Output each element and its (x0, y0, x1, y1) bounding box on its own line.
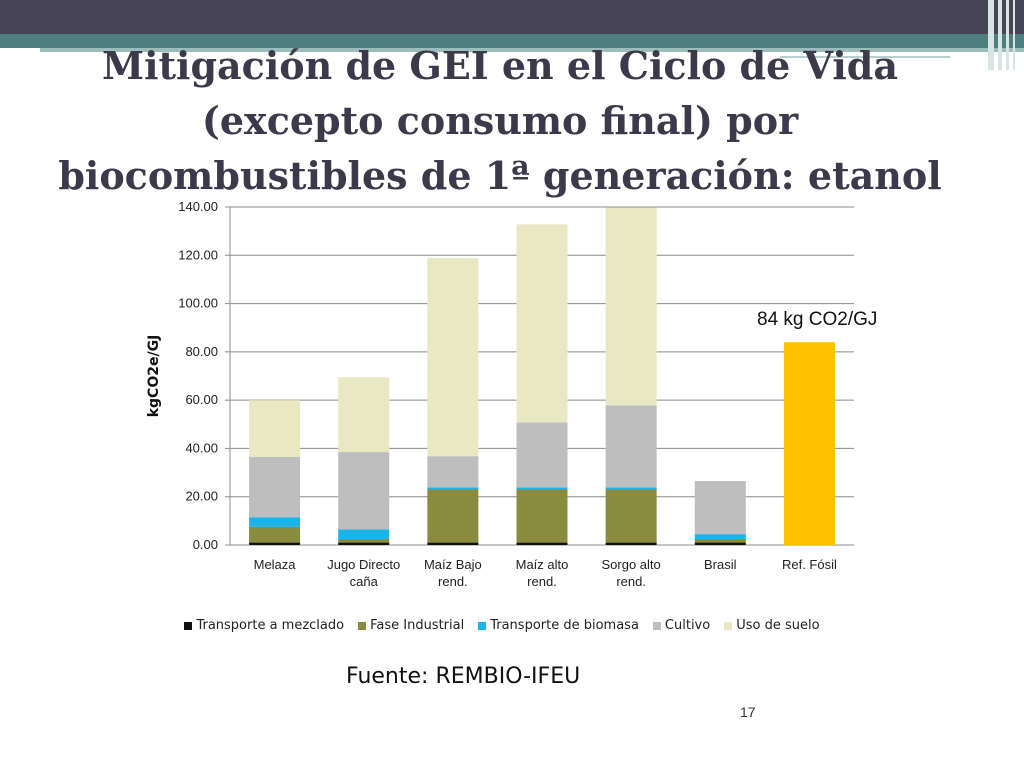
chart-legend: Transporte a mezclado Fase Industrial Tran… (150, 618, 854, 633)
y-axis-label: kgCO2e/GJ (146, 335, 162, 418)
legend-swatch (652, 621, 661, 630)
bar-segment-cultivo (249, 456, 301, 518)
bar-segment-fase-industrial (338, 538, 390, 543)
bar-segment-transporte-a-mezclado (249, 542, 301, 545)
bar-segment-transporte-a-mezclado (427, 542, 479, 545)
bar-segment-uso-de-suelo (338, 377, 390, 453)
bar-segment-transporte-de-biomasa (605, 487, 657, 490)
y-tick-label: 0.00 (193, 537, 218, 552)
bar-segment-fase-industrial (694, 538, 746, 543)
header-band-line (40, 48, 1024, 52)
bar-segment-fase-industrial (516, 489, 568, 543)
legend-label: Uso de suelo (736, 618, 820, 633)
bar-segment-cultivo (338, 452, 390, 530)
bar-segment-transporte-a-mezclado (338, 542, 390, 545)
y-tick-label: 40.00 (185, 440, 218, 455)
source-note: Fuente: REMBIO-IFEU (346, 664, 581, 689)
y-tick-label: 140.00 (178, 199, 218, 214)
bar-segment-transporte-a-mezclado (694, 542, 746, 545)
y-tick-label: 100.00 (178, 296, 218, 311)
header-band-teal (0, 34, 1024, 48)
bar-segment-fase-industrial (249, 526, 301, 543)
bar-segment-transporte-de-biomasa (338, 529, 390, 539)
y-tick-label: 60.00 (185, 392, 218, 407)
x-category-label: Maíz Bajo rend. (424, 557, 482, 589)
slide-title: Mitigación de GEI en el Ciclo de Vida (e… (40, 38, 960, 203)
bar-segment-cultivo (605, 405, 657, 488)
legend-label: Fase Industrial (370, 618, 465, 633)
x-category-label: Brasil (704, 557, 737, 572)
bar-segment-cultivo (694, 481, 746, 535)
bar-segment-transporte-de-biomasa (694, 534, 746, 539)
legend-item: Cultivo (652, 618, 711, 633)
title-line: biocombustibles de 1ª generación: etanol (58, 153, 942, 198)
x-category-label: Sorgo alto rend. (602, 557, 661, 589)
header-band-dark (0, 0, 1024, 34)
header-stripe (1006, 0, 1009, 70)
header-stripe (1013, 0, 1015, 70)
legend-item: Transporte de biomasa (478, 618, 639, 633)
legend-label: Transporte a mezclado (196, 618, 345, 633)
bar-segment-ref.-fósil (783, 342, 835, 545)
bar-segment-uso-de-suelo (605, 207, 657, 406)
legend-swatch (478, 621, 487, 630)
bar-segment-cultivo (427, 456, 479, 488)
legend-swatch (184, 621, 193, 630)
fossil-reference-annotation: 84 kg CO2/GJ (757, 309, 878, 330)
x-category-label: Jugo Directo caña (327, 557, 400, 589)
legend-item: Transporte a mezclado (184, 618, 344, 633)
bar-segment-fase-industrial (427, 489, 479, 543)
legend-swatch (724, 621, 733, 630)
legend-swatch (358, 621, 367, 630)
legend-label: Transporte de biomasa (490, 618, 639, 633)
y-tick-label: 20.00 (185, 489, 218, 504)
bar-segment-transporte-de-biomasa (427, 487, 479, 490)
x-category-label: Maíz alto rend. (516, 557, 569, 589)
bar-segment-transporte-de-biomasa (249, 517, 301, 527)
bar-segment-transporte-de-biomasa (516, 487, 568, 490)
title-line: (excepto consumo final) por (201, 98, 799, 143)
bar-segment-fase-industrial (605, 489, 657, 543)
legend-label: Cultivo (664, 618, 711, 633)
header-band-thin (780, 56, 950, 58)
title-line: Mitigación de GEI en el Ciclo de Vida (102, 43, 898, 88)
y-tick-label: 120.00 (178, 247, 218, 262)
bar-segment-transporte-a-mezclado (605, 542, 657, 545)
bar-segment-uso-de-suelo (249, 400, 301, 457)
legend-item: Fase Industrial (358, 618, 464, 633)
bar-segment-transporte-a-mezclado (516, 542, 568, 545)
bar-segment-uso-de-suelo (427, 258, 479, 457)
header-stripe (998, 0, 1002, 70)
page-number: 17 (740, 704, 756, 720)
bar-segment-cultivo (516, 422, 568, 488)
x-category-label: Melaza (254, 557, 297, 572)
y-tick-label: 80.00 (185, 344, 218, 359)
bar-segment-uso-de-suelo (516, 224, 568, 423)
x-category-label: Ref. Fósil (782, 557, 837, 572)
legend-item: Uso de suelo (724, 618, 820, 633)
header-stripe (988, 0, 994, 70)
